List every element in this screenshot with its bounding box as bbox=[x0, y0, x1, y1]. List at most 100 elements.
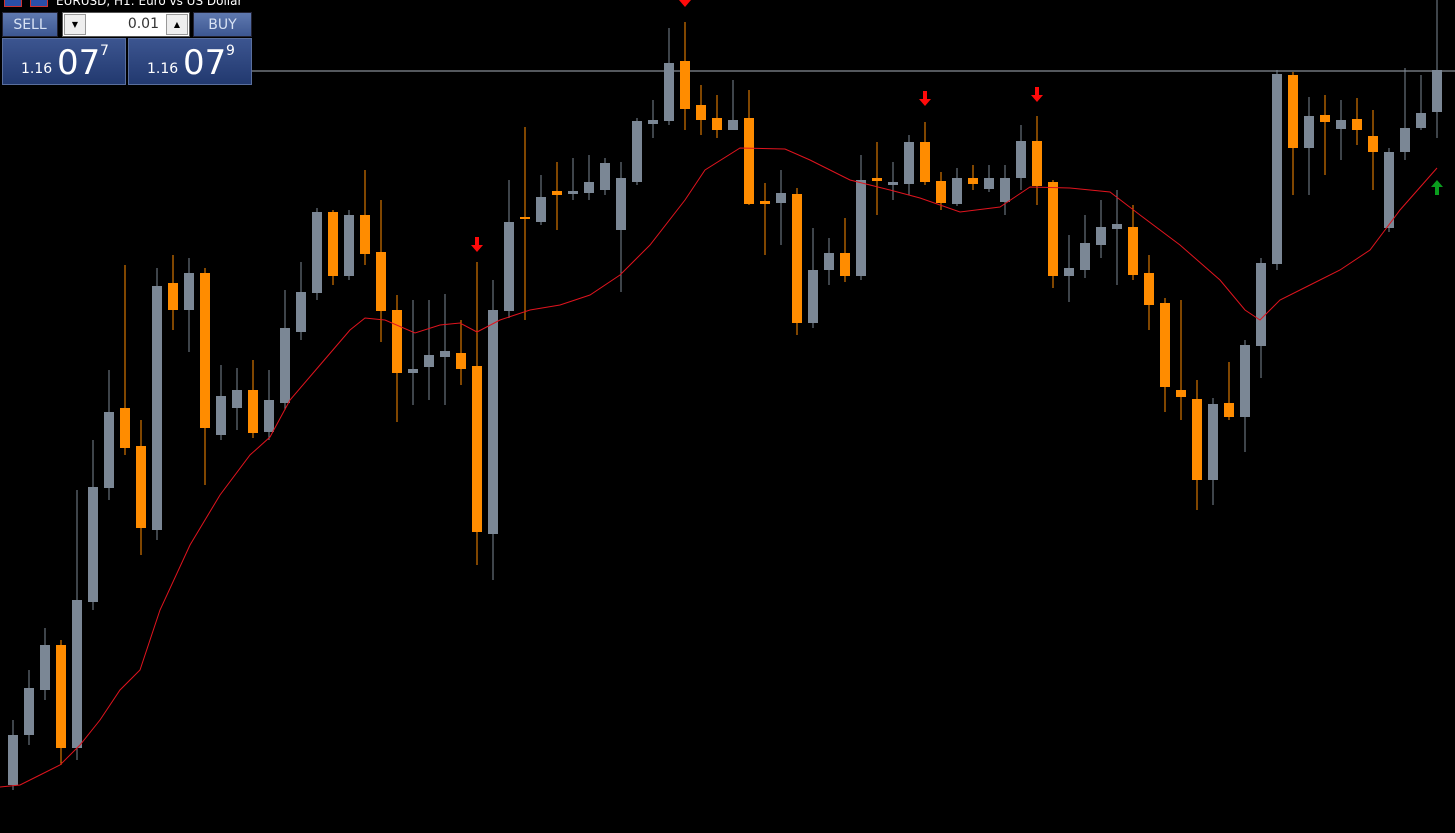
candle-body bbox=[616, 178, 626, 230]
candle-body bbox=[296, 292, 306, 332]
price-pips: 07 bbox=[57, 43, 101, 83]
candle-body bbox=[1000, 178, 1010, 202]
candle-body bbox=[920, 142, 930, 182]
candle-body bbox=[1128, 227, 1138, 275]
candle-body bbox=[328, 212, 338, 276]
candle-body bbox=[712, 118, 722, 130]
candle-body bbox=[120, 408, 130, 448]
candle-body bbox=[664, 63, 674, 121]
candle-body bbox=[1304, 116, 1314, 148]
candle-body bbox=[456, 353, 466, 369]
candle-body bbox=[152, 286, 162, 530]
sell-signal-arrow bbox=[919, 91, 931, 106]
sell-signal-arrow bbox=[1031, 87, 1043, 102]
candle-body bbox=[1432, 70, 1442, 112]
candle-body bbox=[1208, 404, 1218, 480]
candle-body bbox=[1016, 141, 1026, 178]
candle-body bbox=[840, 253, 850, 276]
sell-signal-arrow bbox=[471, 237, 483, 252]
candle-body bbox=[1192, 399, 1202, 480]
buy-button[interactable]: BUY bbox=[193, 12, 252, 37]
candle-body bbox=[1112, 224, 1122, 229]
price-fraction: 9 bbox=[226, 43, 235, 59]
candle-body bbox=[1384, 152, 1394, 228]
candle-body bbox=[136, 446, 146, 528]
sell-button[interactable]: SELL bbox=[2, 12, 58, 37]
candle-body bbox=[504, 222, 514, 311]
candle-body bbox=[1416, 113, 1426, 128]
candle-body bbox=[184, 273, 194, 310]
candle-body bbox=[1080, 243, 1090, 270]
candle-body bbox=[40, 645, 50, 690]
candle-body bbox=[88, 487, 98, 602]
candle-body bbox=[440, 351, 450, 357]
sell-signal-arrow bbox=[679, 0, 691, 7]
candle-body bbox=[584, 182, 594, 193]
candle-body bbox=[1048, 182, 1058, 276]
candle-body bbox=[344, 215, 354, 276]
candle-body bbox=[56, 645, 66, 748]
candle-body bbox=[1400, 128, 1410, 152]
flag-icon bbox=[30, 0, 48, 7]
candle-body bbox=[776, 193, 786, 203]
candle-body bbox=[600, 163, 610, 190]
candle-body bbox=[888, 182, 898, 185]
lot-decrease[interactable]: ▼ bbox=[64, 14, 86, 35]
candle-body bbox=[488, 310, 498, 534]
candle-body bbox=[904, 142, 914, 184]
candle-body bbox=[1176, 390, 1186, 397]
candle-body bbox=[1160, 303, 1170, 387]
candle-body bbox=[24, 688, 34, 735]
candle-body bbox=[728, 120, 738, 130]
candle-body bbox=[1224, 403, 1234, 417]
candle-body bbox=[264, 400, 274, 432]
candle-body bbox=[1064, 268, 1074, 276]
buy-signal-arrow bbox=[1431, 180, 1443, 195]
ask-price[interactable]: 1.16 07 9 bbox=[128, 38, 252, 85]
candle-body bbox=[472, 366, 482, 532]
candle-body bbox=[376, 252, 386, 311]
lot-increase[interactable]: ▲ bbox=[166, 14, 188, 35]
candle-body bbox=[200, 273, 210, 428]
candle-body bbox=[168, 283, 178, 310]
candle-body bbox=[936, 181, 946, 203]
candle-body bbox=[232, 390, 242, 408]
candle-body bbox=[648, 120, 658, 124]
price-fraction: 7 bbox=[100, 43, 109, 59]
candle-body bbox=[1256, 263, 1266, 346]
chart-title: EURUSD, H1: Euro vs US Dollar bbox=[56, 0, 243, 8]
candle-body bbox=[72, 600, 82, 748]
candle-body bbox=[8, 735, 18, 785]
candle-body bbox=[744, 118, 754, 204]
lot-input[interactable]: ▼ 0.01 ▲ bbox=[62, 12, 190, 37]
candle-body bbox=[872, 178, 882, 181]
candle-body bbox=[104, 412, 114, 488]
candle-body bbox=[312, 212, 322, 293]
candle-body bbox=[216, 396, 226, 435]
candle-body bbox=[808, 270, 818, 323]
candle-body bbox=[1320, 115, 1330, 122]
price-big: 1.16 bbox=[147, 61, 179, 77]
candle-body bbox=[536, 197, 546, 222]
candle-body bbox=[1096, 227, 1106, 245]
candle-body bbox=[1144, 273, 1154, 305]
candle-body bbox=[1288, 75, 1298, 148]
candle-body bbox=[984, 178, 994, 189]
candle-body bbox=[568, 191, 578, 194]
candle-body bbox=[1336, 120, 1346, 129]
candle-body bbox=[248, 390, 258, 433]
candle-body bbox=[552, 191, 562, 195]
candle-body bbox=[360, 215, 370, 254]
candle-body bbox=[520, 217, 530, 219]
candle-body bbox=[1368, 136, 1378, 152]
candle-body bbox=[760, 201, 770, 204]
candle-body bbox=[824, 253, 834, 270]
candle-body bbox=[696, 105, 706, 120]
candle-body bbox=[632, 121, 642, 182]
candle-body bbox=[792, 194, 802, 323]
candle-body bbox=[1240, 345, 1250, 417]
price-pips: 07 bbox=[183, 43, 227, 83]
bid-price[interactable]: 1.16 07 7 bbox=[2, 38, 126, 85]
